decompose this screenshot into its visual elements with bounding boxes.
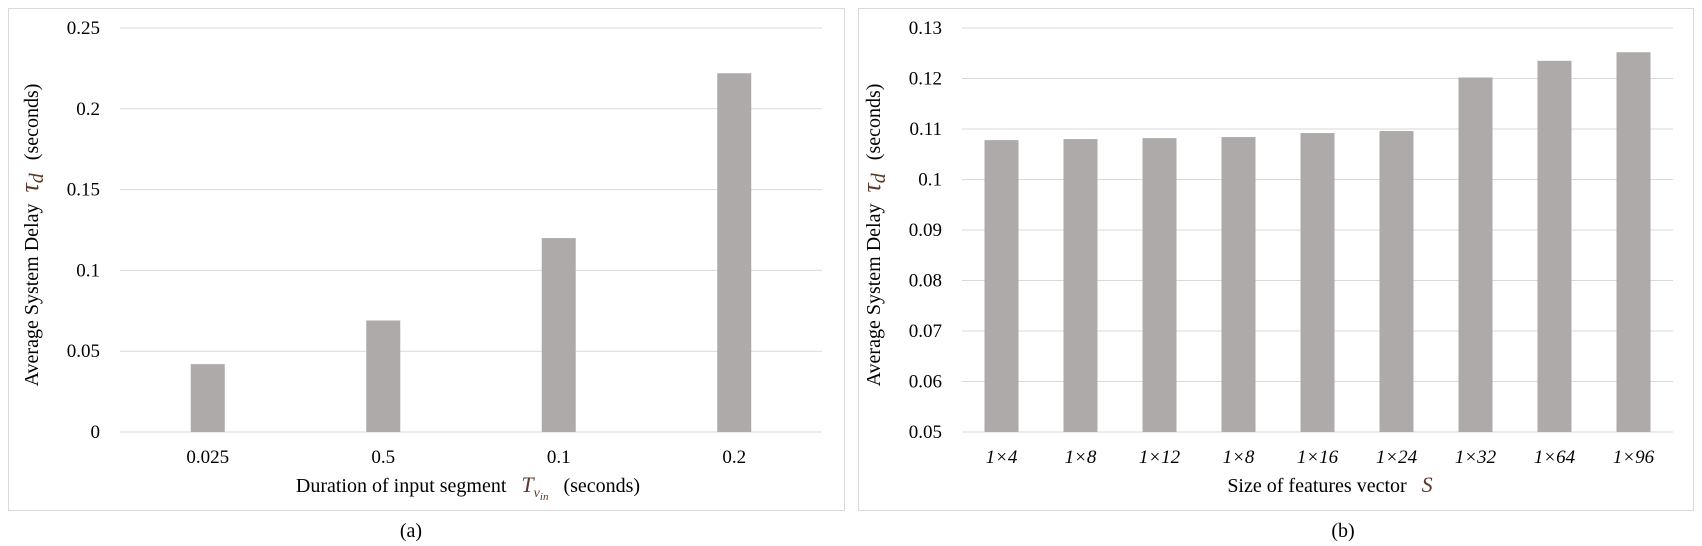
- panel-b-y-symbol: τ: [857, 182, 886, 193]
- bar: [1221, 137, 1256, 432]
- x-tick-label: 1×64: [1534, 447, 1576, 468]
- panel-a-y-label: Average System Delay τd (seconds): [15, 84, 48, 387]
- panel-a-caption: (a): [400, 520, 422, 542]
- panel-a-frame: [8, 8, 845, 511]
- panel-b-y-label-text: Average System Delay: [863, 204, 885, 387]
- panel-b-frame: [858, 8, 1694, 511]
- bar: [1458, 77, 1493, 433]
- y-tick-label: 0.11: [909, 119, 942, 140]
- panel-a-x-symbol: T: [521, 472, 535, 497]
- y-tick-label: 0.15: [67, 180, 100, 201]
- bar: [717, 73, 752, 433]
- y-tick-label: 0.1: [76, 260, 100, 281]
- panel-b-x-label-text: Size of features vector: [1227, 475, 1407, 497]
- panel-a-x-label-text: Duration of input segment: [296, 475, 507, 497]
- bar: [984, 140, 1019, 433]
- panel-a-x-symbol-sub: v: [534, 486, 541, 501]
- panel-b-y-symbol-sub: d: [868, 172, 890, 183]
- panel-a-y-label-text: Average System Delay: [21, 204, 43, 387]
- y-tick-label: 0.07: [909, 321, 942, 342]
- panel-b-y-unit: (seconds): [863, 84, 885, 161]
- panel-a-chart: 0 0.05 0.1 0.15 0.2 0.25 0.025 0.5 0.1 0.2: [67, 18, 822, 468]
- y-tick-label: 0.1: [918, 170, 942, 191]
- x-tick-label: 1×96: [1613, 447, 1655, 468]
- panel-a-y-unit: (seconds): [21, 84, 43, 161]
- bar: [1063, 139, 1098, 432]
- x-tick-label: 1×4: [986, 447, 1018, 468]
- y-tick-label: 0.09: [909, 220, 942, 241]
- panel-a-x-unit: (seconds): [563, 475, 640, 497]
- panel-b-x-symbol: S: [1422, 472, 1433, 497]
- panel-b-chart: 0.05 0.06 0.07 0.08 0.09 0.1 0.11 0.12 0.13 1×4 1×…: [909, 18, 1673, 468]
- panel-b-x-label: Size of features vector S: [1227, 472, 1432, 497]
- panel-a-y-symbol-sub: d: [26, 172, 48, 183]
- y-tick-label: 0.05: [67, 341, 100, 362]
- panel-a-y-symbol: τ: [15, 182, 44, 193]
- bar: [1537, 60, 1572, 432]
- panel-b-caption: (b): [1331, 520, 1354, 542]
- y-tick-label: 0.2: [76, 99, 100, 120]
- x-tick-label: 1×8: [1223, 447, 1255, 468]
- x-tick-label: 1×24: [1376, 447, 1418, 468]
- y-tick-label: 0.05: [909, 422, 942, 443]
- y-tick-label: 0.08: [909, 271, 942, 292]
- y-tick-label: 0.12: [909, 69, 942, 90]
- panel-a-x-label: Duration of input segment Tvin (seconds): [296, 472, 640, 505]
- x-tick-label: 1×8: [1065, 447, 1097, 468]
- y-tick-label: 0.13: [909, 18, 942, 39]
- x-tick-label: 0.1: [547, 447, 571, 468]
- bar: [1300, 133, 1335, 433]
- bar: [366, 320, 401, 432]
- bar: [1616, 52, 1651, 433]
- panel-b-y-label: Average System Delay τd (seconds): [857, 84, 890, 387]
- bar: [1142, 138, 1177, 432]
- x-tick-label: 0.5: [371, 447, 395, 468]
- x-tick-label: 0.025: [186, 447, 229, 468]
- x-tick-label: 1×16: [1297, 447, 1339, 468]
- y-tick-label: 0: [91, 422, 101, 443]
- x-tick-label: 0.2: [722, 447, 746, 468]
- bar: [1379, 131, 1414, 432]
- x-tick-label: 1×12: [1139, 447, 1181, 468]
- bar: [190, 364, 225, 432]
- panel-a-x-symbol-subsub: in: [540, 491, 549, 503]
- y-tick-label: 0.25: [67, 18, 100, 39]
- x-tick-label: 1×32: [1455, 447, 1497, 468]
- y-tick-label: 0.06: [909, 372, 942, 393]
- bar: [541, 238, 576, 432]
